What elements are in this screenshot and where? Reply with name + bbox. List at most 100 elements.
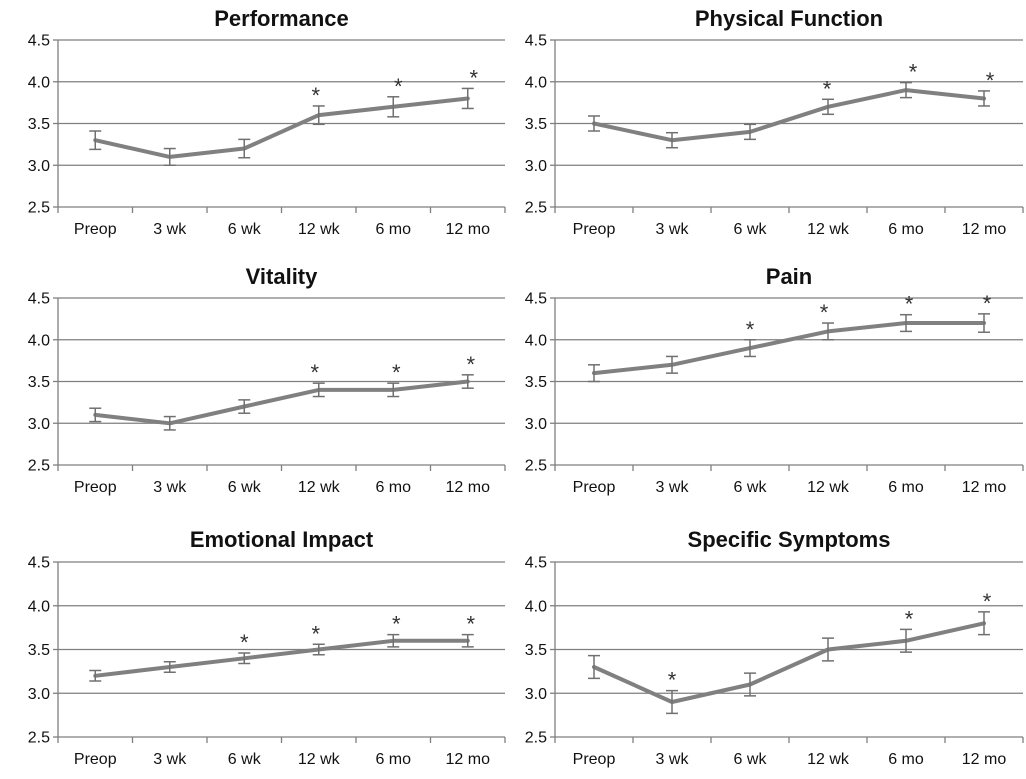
x-tick-label: 12 wk [298, 479, 341, 496]
error-bar [387, 382, 400, 398]
significance-marker: * [746, 317, 755, 342]
significance-marker: * [466, 352, 475, 377]
error-bar [238, 138, 251, 159]
x-tick-label: 12 wk [298, 751, 341, 768]
chart-title: Pain [766, 264, 812, 289]
error-bar [238, 652, 251, 665]
y-tick-label: 4.0 [28, 332, 50, 349]
y-tick-label: 2.5 [525, 730, 547, 747]
error-bar [978, 313, 990, 333]
y-tick-label: 4.5 [525, 33, 547, 50]
error-bar [387, 96, 400, 118]
significance-marker: * [311, 83, 320, 108]
significance-marker: * [905, 606, 914, 631]
x-tick-label: 12 wk [807, 221, 850, 238]
significance-marker: * [394, 74, 403, 99]
error-bar [312, 643, 325, 656]
y-tick-label: 4.0 [28, 598, 50, 615]
error-bar [238, 399, 251, 414]
y-tick-label: 2.5 [525, 200, 547, 217]
x-tick-label: 12 mo [446, 479, 491, 496]
significance-marker: * [668, 668, 677, 693]
error-bar [461, 87, 474, 110]
y-tick-label: 4.0 [525, 598, 547, 615]
y-tick-label: 2.5 [28, 730, 50, 747]
error-bar [978, 90, 990, 107]
x-tick-label: 6 mo [888, 479, 924, 496]
chart-panel: Performance 2.5 3.0 3.5 4.0 4.5 Preop 3 wk 6 wk 1… [28, 6, 506, 238]
x-tick-label: 3 wk [656, 479, 690, 496]
error-bar [666, 131, 678, 149]
significance-marker: * [820, 300, 829, 325]
chart-title: Vitality [246, 264, 319, 289]
y-tick-label: 3.0 [525, 416, 547, 433]
significance-marker: * [905, 292, 914, 317]
x-tick-label: 6 wk [228, 221, 262, 238]
y-tick-label: 3.5 [28, 116, 50, 133]
significance-marker: * [983, 589, 992, 614]
error-bar [461, 374, 474, 389]
y-tick-label: 4.0 [28, 74, 50, 91]
significance-marker: * [909, 60, 918, 85]
x-tick-label: 12 wk [807, 751, 850, 768]
error-bar [978, 611, 990, 636]
x-tick-label: 12 mo [962, 751, 1007, 768]
error-bar [312, 105, 325, 126]
x-tick-label: 3 wk [656, 221, 690, 238]
y-tick-label: 4.5 [525, 291, 547, 308]
y-tick-label: 3.5 [525, 374, 547, 391]
significance-marker: * [466, 612, 475, 637]
error-bar [163, 661, 176, 673]
series-line [93, 96, 470, 159]
x-tick-label: Preop [573, 479, 616, 496]
chart-title: Performance [214, 6, 349, 31]
y-tick-label: 4.5 [28, 555, 50, 572]
error-bar [89, 130, 102, 151]
y-tick-label: 4.5 [525, 555, 547, 572]
x-tick-label: 12 mo [962, 221, 1007, 238]
error-bar [163, 147, 176, 166]
significance-marker: * [240, 630, 249, 655]
error-bar [588, 364, 600, 383]
series-line [592, 88, 986, 143]
error-bar [666, 355, 678, 374]
y-tick-label: 3.0 [28, 416, 50, 433]
x-tick-label: 6 mo [375, 479, 411, 496]
significance-marker: * [469, 65, 478, 90]
x-tick-label: 6 mo [375, 221, 411, 238]
error-bar [900, 313, 912, 333]
chart-title: Physical Function [695, 6, 883, 31]
significance-marker: * [311, 621, 320, 646]
error-bar [744, 672, 756, 697]
error-bar [89, 407, 102, 423]
x-tick-label: 6 wk [228, 751, 262, 768]
chart-panel: Emotional Impact 2.5 3.0 3.5 4.0 4.5 Preop 3 wk… [28, 527, 506, 768]
y-tick-label: 4.5 [28, 291, 50, 308]
x-tick-label: 6 wk [734, 479, 768, 496]
y-tick-label: 2.5 [28, 458, 50, 475]
significance-marker: * [392, 612, 401, 637]
error-bar [822, 637, 834, 662]
error-bar [822, 98, 834, 116]
series-line [93, 379, 470, 426]
error-bar [822, 322, 834, 341]
x-tick-label: Preop [573, 221, 616, 238]
x-tick-label: 3 wk [153, 479, 187, 496]
error-bar [588, 115, 600, 132]
x-tick-label: 6 mo [375, 751, 411, 768]
y-tick-label: 2.5 [28, 200, 50, 217]
y-tick-label: 3.0 [525, 686, 547, 703]
y-tick-label: 3.0 [525, 158, 547, 175]
error-bar [89, 669, 102, 682]
x-tick-label: 6 mo [888, 221, 924, 238]
x-tick-label: Preop [74, 479, 117, 496]
y-tick-label: 4.5 [28, 33, 50, 50]
significance-marker: * [986, 68, 995, 93]
y-tick-label: 3.0 [28, 158, 50, 175]
series-line [592, 321, 986, 376]
x-tick-label: 6 wk [734, 751, 768, 768]
chart-panel: Physical Function 2.5 3.0 3.5 4.0 4.5 Preop 3 w… [525, 6, 1024, 238]
error-bar [744, 123, 756, 141]
x-tick-label: 12 mo [962, 479, 1007, 496]
